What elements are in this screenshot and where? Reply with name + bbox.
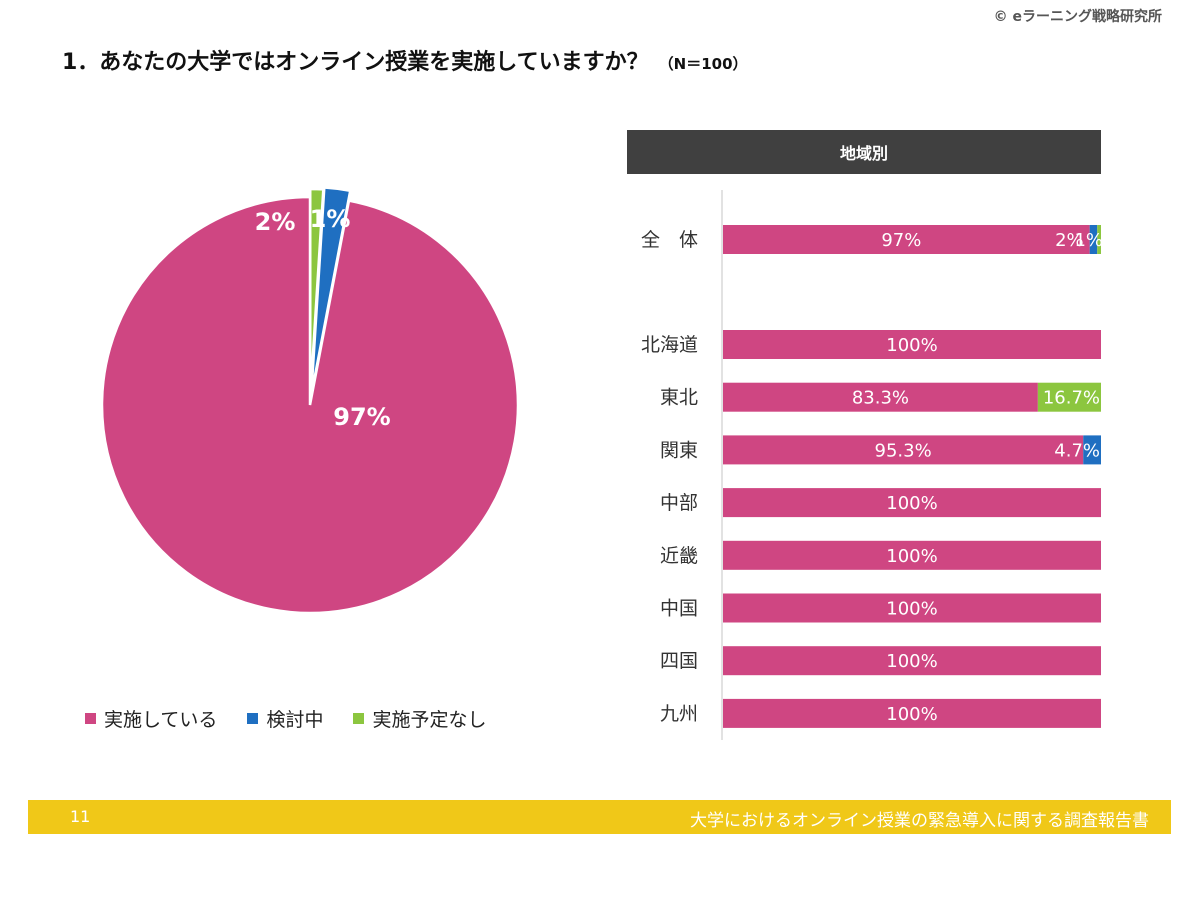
bar-segment bbox=[723, 330, 1101, 359]
category-label: 中国 bbox=[660, 598, 698, 620]
category-label: 中部 bbox=[660, 492, 698, 514]
bar-data-label: 83.3% bbox=[852, 388, 909, 409]
legend-swatch bbox=[247, 713, 259, 724]
bar-segment bbox=[1097, 225, 1101, 254]
page-title-text: 1．あなたの大学ではオンライン授業を実施していますか？ bbox=[62, 50, 649, 75]
bar-data-label: 100% bbox=[886, 493, 937, 514]
category-label: 近畿 bbox=[660, 545, 698, 567]
bar-segment bbox=[723, 540, 1101, 570]
bar-segment bbox=[723, 382, 1038, 412]
pie-slice-2 bbox=[309, 187, 325, 398]
bar-data-label: 100% bbox=[886, 599, 937, 620]
bar-segment bbox=[723, 698, 1101, 728]
category-label: 九州 bbox=[660, 703, 698, 725]
legend-label: 実施している bbox=[104, 709, 218, 731]
pie-data-label: 97% bbox=[333, 403, 390, 431]
legend-swatch bbox=[353, 713, 365, 724]
legend-item-considering: 検討中 bbox=[247, 705, 323, 732]
pie-data-label: 2% bbox=[255, 208, 296, 236]
bar-data-label: 16.7% bbox=[1043, 388, 1100, 409]
legend-swatch bbox=[85, 713, 96, 724]
legend-label: 検討中 bbox=[266, 709, 324, 731]
bar-segment bbox=[723, 488, 1101, 518]
report-title: 大学におけるオンライン授業の緊急導入に関する調査報告書 bbox=[690, 811, 1149, 831]
pie-slice-0 bbox=[100, 195, 520, 615]
bar-data-label: 100% bbox=[886, 651, 937, 672]
category-label: 北海道 bbox=[641, 334, 698, 356]
page-title: 1．あなたの大学ではオンライン授業を実施していますか？ （N＝100） bbox=[62, 44, 748, 76]
bar-data-label: 95.3% bbox=[875, 440, 932, 461]
pie-legend: 実施している 検討中 実施予定なし bbox=[85, 705, 486, 732]
legend-item-no-plan: 実施予定なし bbox=[353, 705, 486, 732]
bar-segment bbox=[723, 646, 1101, 676]
bar-segment bbox=[723, 435, 1084, 465]
legend-item-implemented: 実施している bbox=[85, 705, 217, 732]
bar-segment bbox=[1089, 225, 1098, 254]
bar-segment bbox=[1037, 382, 1101, 412]
pie-chart: 97% 2% 1% bbox=[100, 186, 520, 615]
bar-data-label: 97% bbox=[881, 230, 921, 251]
pie-data-label: 1% bbox=[310, 205, 351, 233]
page-number: 11 bbox=[70, 807, 91, 826]
bar-data-label: 2% bbox=[1055, 230, 1084, 251]
category-label: 東北 bbox=[660, 387, 698, 409]
bar-data-label: 4.7% bbox=[1054, 440, 1100, 461]
footer-bar: 11 大学におけるオンライン授業の緊急導入に関する調査報告書 bbox=[28, 800, 1171, 834]
region-header: 地域別 bbox=[627, 130, 1101, 174]
category-label: 四国 bbox=[660, 650, 698, 672]
bar-data-label: 100% bbox=[886, 335, 937, 356]
bar-data-label: 100% bbox=[886, 704, 937, 725]
category-label: 関東 bbox=[660, 439, 698, 461]
category-label: 全 体 bbox=[641, 229, 698, 251]
legend-label: 実施予定なし bbox=[372, 709, 487, 731]
copyright-text: © eラーニング戦略研究所 bbox=[993, 9, 1162, 25]
sample-size: （N＝100） bbox=[658, 55, 748, 73]
bar-segment bbox=[723, 225, 1090, 254]
bar-segment bbox=[1083, 435, 1101, 465]
bar-segment bbox=[723, 593, 1101, 623]
bar-data-label: 1% bbox=[1074, 230, 1103, 251]
region-bar-chart: 全 体 97% 2%1% 北海道 100% 東北 83.3% 16.7% 関東 95.3% 4.7%… bbox=[641, 190, 1103, 740]
pie-slice-1 bbox=[310, 186, 352, 396]
bar-data-label: 100% bbox=[886, 546, 937, 567]
